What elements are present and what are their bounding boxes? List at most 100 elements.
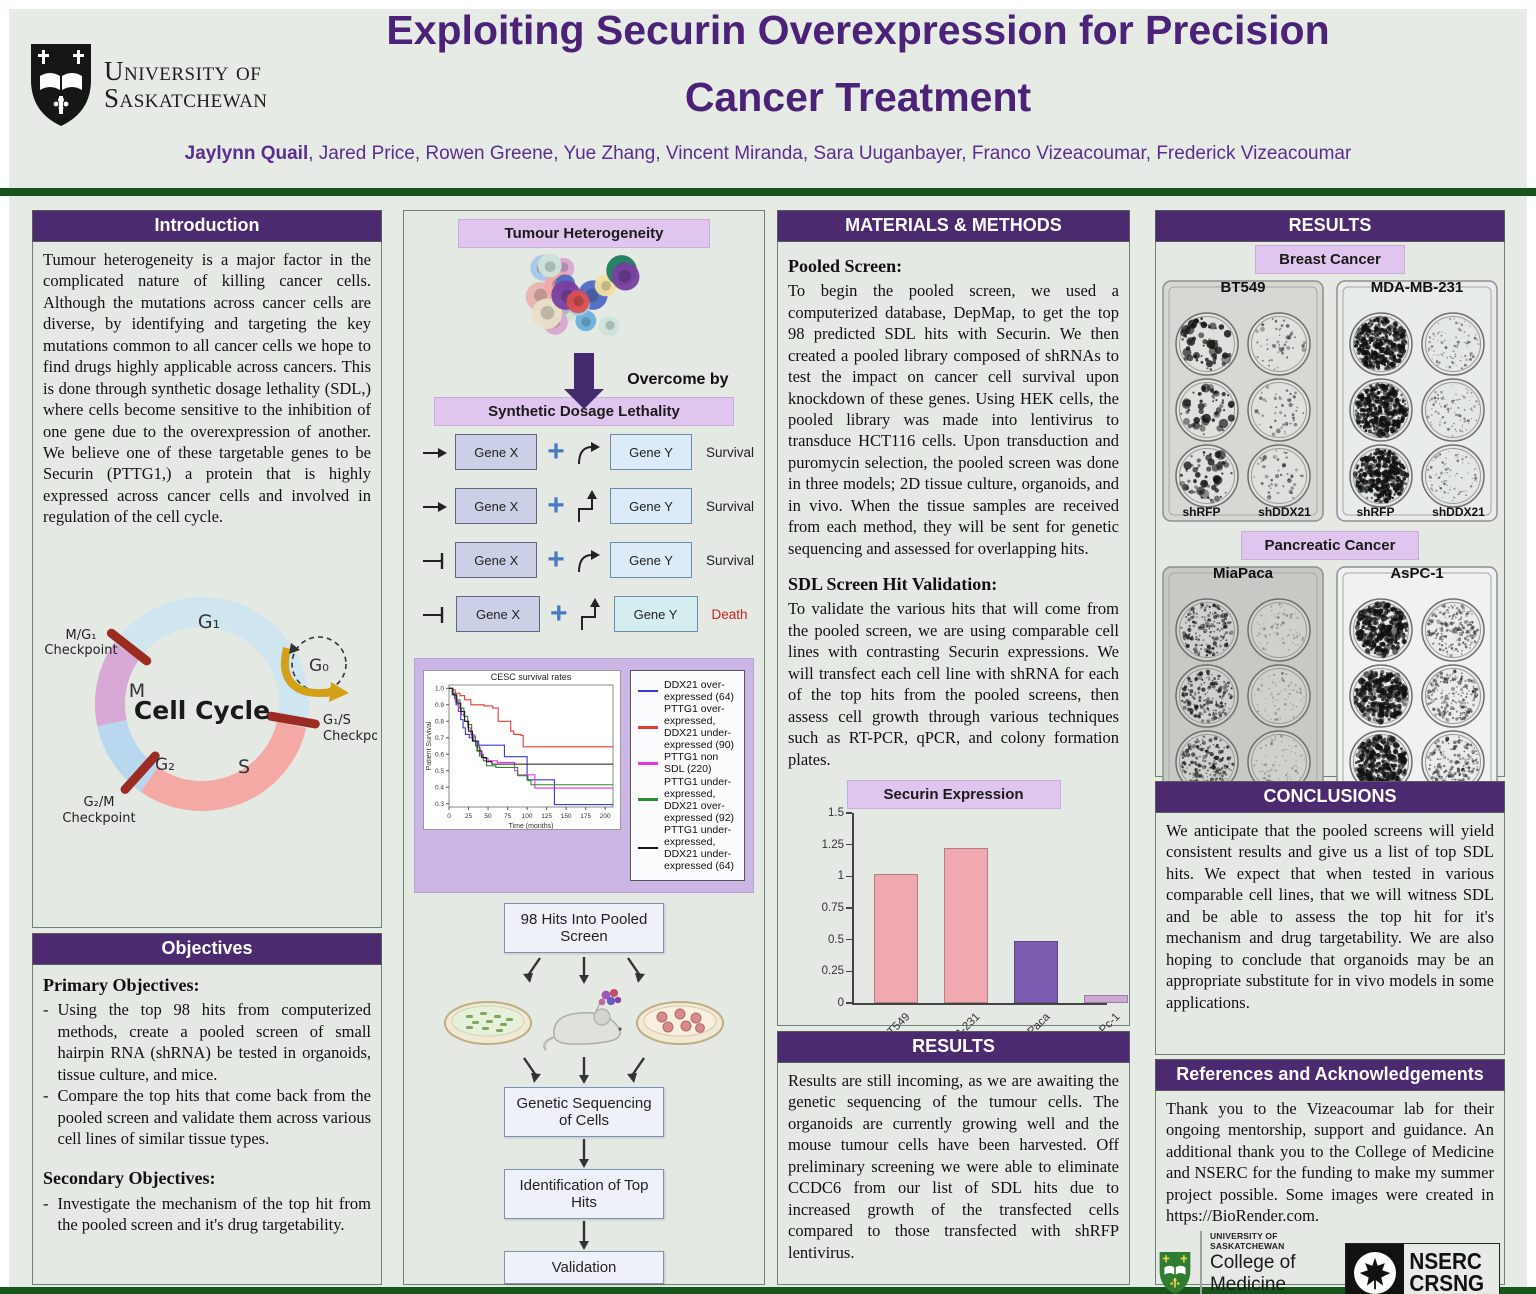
funding-logos: UNIVERSITY OF SASKATCHEWAN College of Me… — [1156, 1229, 1504, 1294]
secondary-objective-item: - Investigate the mechanism of the top hi… — [43, 1193, 371, 1235]
step-up-arrow-icon — [580, 598, 600, 630]
spread-arrows — [520, 953, 648, 987]
introduction-body: Tumour heterogeneity is a major factor i… — [43, 250, 371, 527]
svg-text:0.9: 0.9 — [435, 702, 444, 709]
bar-MDA-MB-231 — [944, 848, 988, 1003]
secondary-objectives-title: Secondary Objectives: — [43, 1168, 216, 1189]
curve-up-arrow-icon — [577, 550, 600, 573]
bar-MiaPaca — [1014, 940, 1058, 1003]
svg-text:25: 25 — [465, 813, 473, 820]
down-arrow-icon — [579, 957, 589, 984]
tissue-culture-dish-icon — [444, 1001, 532, 1045]
references-panel: References and Acknowledgements Thank yo… — [1155, 1059, 1505, 1294]
results-right-panel: RESULTS Breast Cancer BT549 shRFP shDDX21… — [1155, 210, 1505, 808]
validation-title: SDL Screen Hit Validation: — [788, 574, 998, 595]
gene-y-box: Gene Y — [613, 596, 698, 632]
svg-text:0.6: 0.6 — [435, 752, 444, 759]
primary-objective-item: - Compare the top hits that come back fro… — [43, 1086, 371, 1149]
flow-step-hits: 98 Hits Into Pooled Screen — [504, 903, 664, 953]
flow-step-validation: Validation — [504, 1251, 664, 1284]
inhibition-arrow-icon — [423, 607, 444, 623]
sdl-row-3: Gene X + Gene Y Survival — [422, 538, 754, 582]
com-university-line: UNIVERSITY OF SASKATCHEWAN — [1209, 1230, 1285, 1251]
tumour-cluster-icon — [598, 989, 622, 1006]
down-arrow-icon — [579, 1139, 589, 1168]
model-icons — [442, 987, 726, 1053]
svg-text:50: 50 — [484, 813, 492, 820]
results-middle-header: RESULTS — [777, 1031, 1130, 1063]
outcome-label: Survival — [705, 444, 754, 460]
g0-label: G₀ — [309, 656, 329, 676]
sdl-row-1: Gene X + Gene Y Survival — [422, 430, 754, 474]
svg-text:0.4: 0.4 — [435, 785, 444, 792]
gene-x-box: Gene X — [455, 488, 538, 524]
activation-arrow-icon — [423, 502, 447, 512]
overcome-arrow-block: Overcome by — [404, 351, 764, 409]
securin-expression-chart: 00.250.50.7511.251.5BT549MDA-MB-231MiaPa… — [794, 807, 1128, 1069]
checkpoint-bars — [106, 628, 320, 794]
g0-arrow — [281, 646, 334, 697]
flow-step-identification: Identification of Top Hits — [504, 1169, 664, 1219]
legend-entry: PTTG1 under-expressed, DDX21 under-expres… — [638, 824, 737, 872]
svg-text:100: 100 — [522, 813, 533, 820]
introduction-panel: Introduction Tumour heterogeneity is a m… — [32, 210, 382, 928]
tumour-heterogeneity-label: Tumour Heterogeneity — [458, 219, 710, 248]
com-shield-icon — [1159, 1251, 1191, 1294]
diagonal-arrow-icon — [627, 1057, 645, 1083]
sdl-row-2: Gene X + Gene Y Survival — [422, 484, 754, 528]
svg-text:125: 125 — [541, 813, 552, 820]
svg-text:175: 175 — [580, 813, 591, 820]
pancreatic-cancer-label: Pancreatic Cancer — [1241, 531, 1419, 560]
legend-entry: DDX21 over-expressed (64) — [638, 679, 737, 703]
college-of-medicine-logo: UNIVERSITY OF SASKATCHEWAN College of Me… — [1158, 1230, 1345, 1294]
diagonal-arrow-icon — [523, 957, 541, 983]
g1s-checkpoint-l1: G₁/S — [323, 713, 351, 728]
col-label-shddx21: shDDX21 — [1258, 505, 1311, 519]
legend-swatch — [638, 798, 658, 801]
legend-swatch — [638, 726, 658, 729]
curve-up-arrow-icon — [577, 442, 600, 465]
gene-y-box: Gene Y — [610, 434, 692, 470]
legend-swatch — [638, 762, 658, 765]
g2m-checkpoint-l1: G₂/M — [84, 795, 115, 810]
cell-cycle-title: Cell Cycle — [134, 696, 270, 725]
conclusions-panel: CONCLUSIONS We anticipate that the poole… — [1155, 781, 1505, 1055]
pooled-screen-body: To begin the pooled screen, we used a co… — [788, 281, 1119, 558]
down-arrow-icon — [574, 352, 594, 389]
outcome-label: Survival — [705, 498, 754, 514]
results-middle-body: Results are still incoming, as we are aw… — [788, 1071, 1119, 1262]
diagonal-arrow-icon — [627, 957, 645, 983]
converge-arrows — [520, 1053, 648, 1087]
methods-header: MATERIALS & METHODS — [777, 210, 1130, 242]
nserc-line-2: CRSNG — [1409, 1269, 1485, 1294]
bar-AsPc-1 — [1084, 995, 1128, 1003]
primary-objective-item: - Using the top 98 hits from computerized… — [43, 1000, 371, 1084]
svg-text:0: 0 — [447, 813, 451, 820]
conclusions-body: We anticipate that the pooled screens wi… — [1166, 821, 1494, 1012]
usask-shield-icon — [31, 44, 91, 126]
diagonal-arrow-icon — [523, 1057, 541, 1083]
inhibition-arrow-icon — [423, 553, 444, 569]
svg-text:0.8: 0.8 — [435, 719, 444, 726]
activation-arrow-icon — [423, 448, 447, 458]
gene-x-box: Gene X — [455, 542, 538, 578]
legend-swatch — [638, 689, 658, 693]
m-label: M — [129, 680, 145, 702]
svg-text:0.5: 0.5 — [435, 768, 444, 775]
logo-line-1: University of — [104, 56, 262, 86]
svg-text:75: 75 — [504, 813, 512, 820]
gene-x-box: Gene X — [455, 434, 538, 470]
title-line-1: Exploiting Securin Overexpression for Pr… — [386, 7, 1330, 53]
sdl-gene-diagram: Gene X + Gene Y Survival Gene X + Gene Y… — [404, 426, 764, 646]
g2m-checkpoint-l2: Checkpoint — [62, 811, 135, 826]
legend-entry: PTTG1 over-expressed, DDX21 under-express… — [638, 703, 737, 751]
authors-line: Jaylynn Quail, Jared Price, Rowen Greene… — [0, 143, 1536, 165]
plus-icon: + — [547, 489, 565, 522]
methods-panel: MATERIALS & METHODS Pooled Screen: To be… — [777, 210, 1130, 1069]
outcome-label: Survival — [705, 552, 754, 568]
outcome-label: Death — [711, 606, 748, 622]
svg-text:200: 200 — [600, 813, 611, 820]
